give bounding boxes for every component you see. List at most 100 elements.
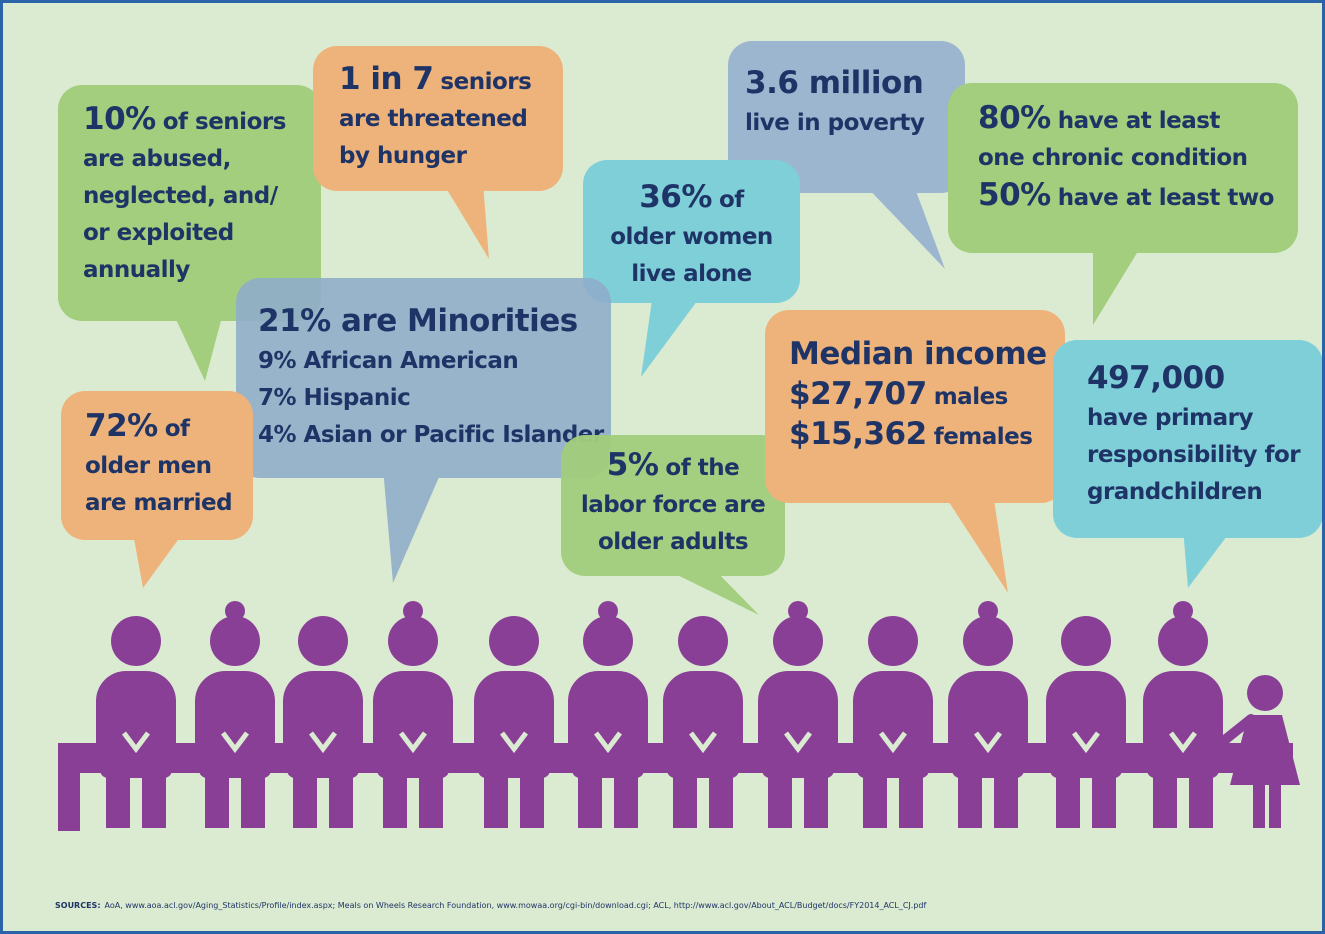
bubble-box [765, 310, 1065, 503]
leg [241, 773, 265, 828]
text-line: $27,707 males [789, 376, 1047, 416]
text-line: have primary [1087, 400, 1300, 437]
head [111, 616, 161, 666]
bubble-box [561, 435, 785, 576]
hair-bun [1173, 601, 1193, 621]
text: one chronic condition [978, 145, 1248, 171]
highlight: 1 in 7 [339, 61, 434, 97]
torso [96, 671, 176, 771]
leg [419, 773, 443, 828]
leg [804, 773, 828, 828]
child-head [1247, 675, 1283, 711]
bubble-shape [61, 391, 253, 588]
people-illustration [58, 601, 1300, 831]
lap [287, 748, 359, 778]
lap [572, 748, 644, 778]
bubble-shape [1053, 340, 1322, 588]
bubble-shape [58, 85, 321, 381]
lap [100, 748, 172, 778]
bubble-tail [133, 533, 183, 588]
hands [1169, 731, 1197, 754]
hair-bun [403, 601, 423, 621]
text-line: $15,362 females [789, 416, 1047, 456]
hands [1072, 731, 1100, 754]
lap [667, 748, 739, 778]
bubble-text: 36% of older women live alone [583, 179, 800, 293]
text: annually [83, 257, 190, 283]
leg [994, 773, 1018, 828]
hands [221, 731, 249, 754]
text-line: or exploited [83, 215, 286, 252]
bubble-tail [943, 493, 1008, 593]
lap [478, 748, 550, 778]
bubble-text: 10% of seniors are abused, neglected, and/o… [83, 101, 286, 289]
highlight: $27,707 [789, 376, 927, 412]
hands [974, 731, 1002, 754]
text-line: 50% have at least two [978, 177, 1274, 217]
text: 7% Hispanic [258, 385, 411, 411]
text: are abused, [83, 146, 231, 172]
bubble-shape [765, 310, 1065, 593]
highlight: Median income [789, 336, 1047, 372]
head [388, 616, 438, 666]
hands [594, 731, 622, 754]
torso [195, 671, 275, 771]
bubble-shape [236, 278, 611, 583]
speech-bubble: Median income $27,707 males $15,362 females [3, 3, 1322, 931]
hands [689, 731, 717, 754]
torso [1143, 671, 1223, 771]
text-line: live in poverty [745, 105, 925, 142]
hands [784, 731, 812, 754]
hands [399, 731, 427, 754]
bubble-tail [1183, 528, 1233, 588]
highlight: $15,362 [789, 416, 927, 452]
lap [1147, 748, 1219, 778]
hands [309, 731, 337, 754]
text-line: are married [85, 485, 233, 522]
text-line: 10% of seniors [83, 101, 286, 141]
sources: SOURCES: AoA, www.aoa.acl.gov/Aging_Stati… [55, 901, 926, 910]
bubble-text: 72% of older men are married [85, 408, 233, 522]
text: 9% African American [258, 348, 519, 374]
text: responsibility for [1087, 442, 1301, 468]
lap [952, 748, 1024, 778]
bubble-text: 80% have at least one chronic condition 50%… [978, 100, 1274, 217]
torso [853, 671, 933, 771]
text-line: neglected, and/ [83, 178, 286, 215]
text-line: 21% are Minorities [258, 303, 604, 343]
child-arm [1216, 714, 1256, 748]
hands [500, 731, 528, 754]
torso [758, 671, 838, 771]
torso [283, 671, 363, 771]
bubble-tail [1093, 243, 1143, 325]
head [1061, 616, 1111, 666]
child-leg [1269, 783, 1281, 828]
leg [709, 773, 733, 828]
text: grandchildren [1087, 479, 1263, 505]
text: labor force are [580, 492, 766, 518]
torso [948, 671, 1028, 771]
bubble-box [1053, 340, 1322, 538]
text: 4% Asian or Pacific Islander [258, 422, 604, 448]
text-line: grandchildren [1087, 474, 1300, 511]
lap [762, 748, 834, 778]
sources-label: SOURCES: [55, 901, 101, 910]
text-line: 72% of [85, 408, 232, 448]
text: have at least two [1057, 185, 1275, 211]
hair-bun [225, 601, 245, 621]
bubble-box [583, 160, 800, 303]
head [583, 616, 633, 666]
text: neglected, and/ [83, 183, 278, 209]
speech-bubble: 80% have at least one chronic condition 50%… [3, 3, 1322, 931]
text-line: are threatened [339, 101, 531, 138]
torso [373, 671, 453, 771]
lap [1050, 748, 1122, 778]
text: are threatened [339, 106, 528, 132]
text-line: by hunger [339, 138, 531, 175]
text: males [933, 384, 1009, 410]
text-line: live alone [583, 256, 800, 293]
bubble-tail [173, 313, 223, 381]
highlight: 5% [606, 447, 659, 483]
text: of [718, 187, 744, 213]
bubble-tail [863, 183, 945, 269]
